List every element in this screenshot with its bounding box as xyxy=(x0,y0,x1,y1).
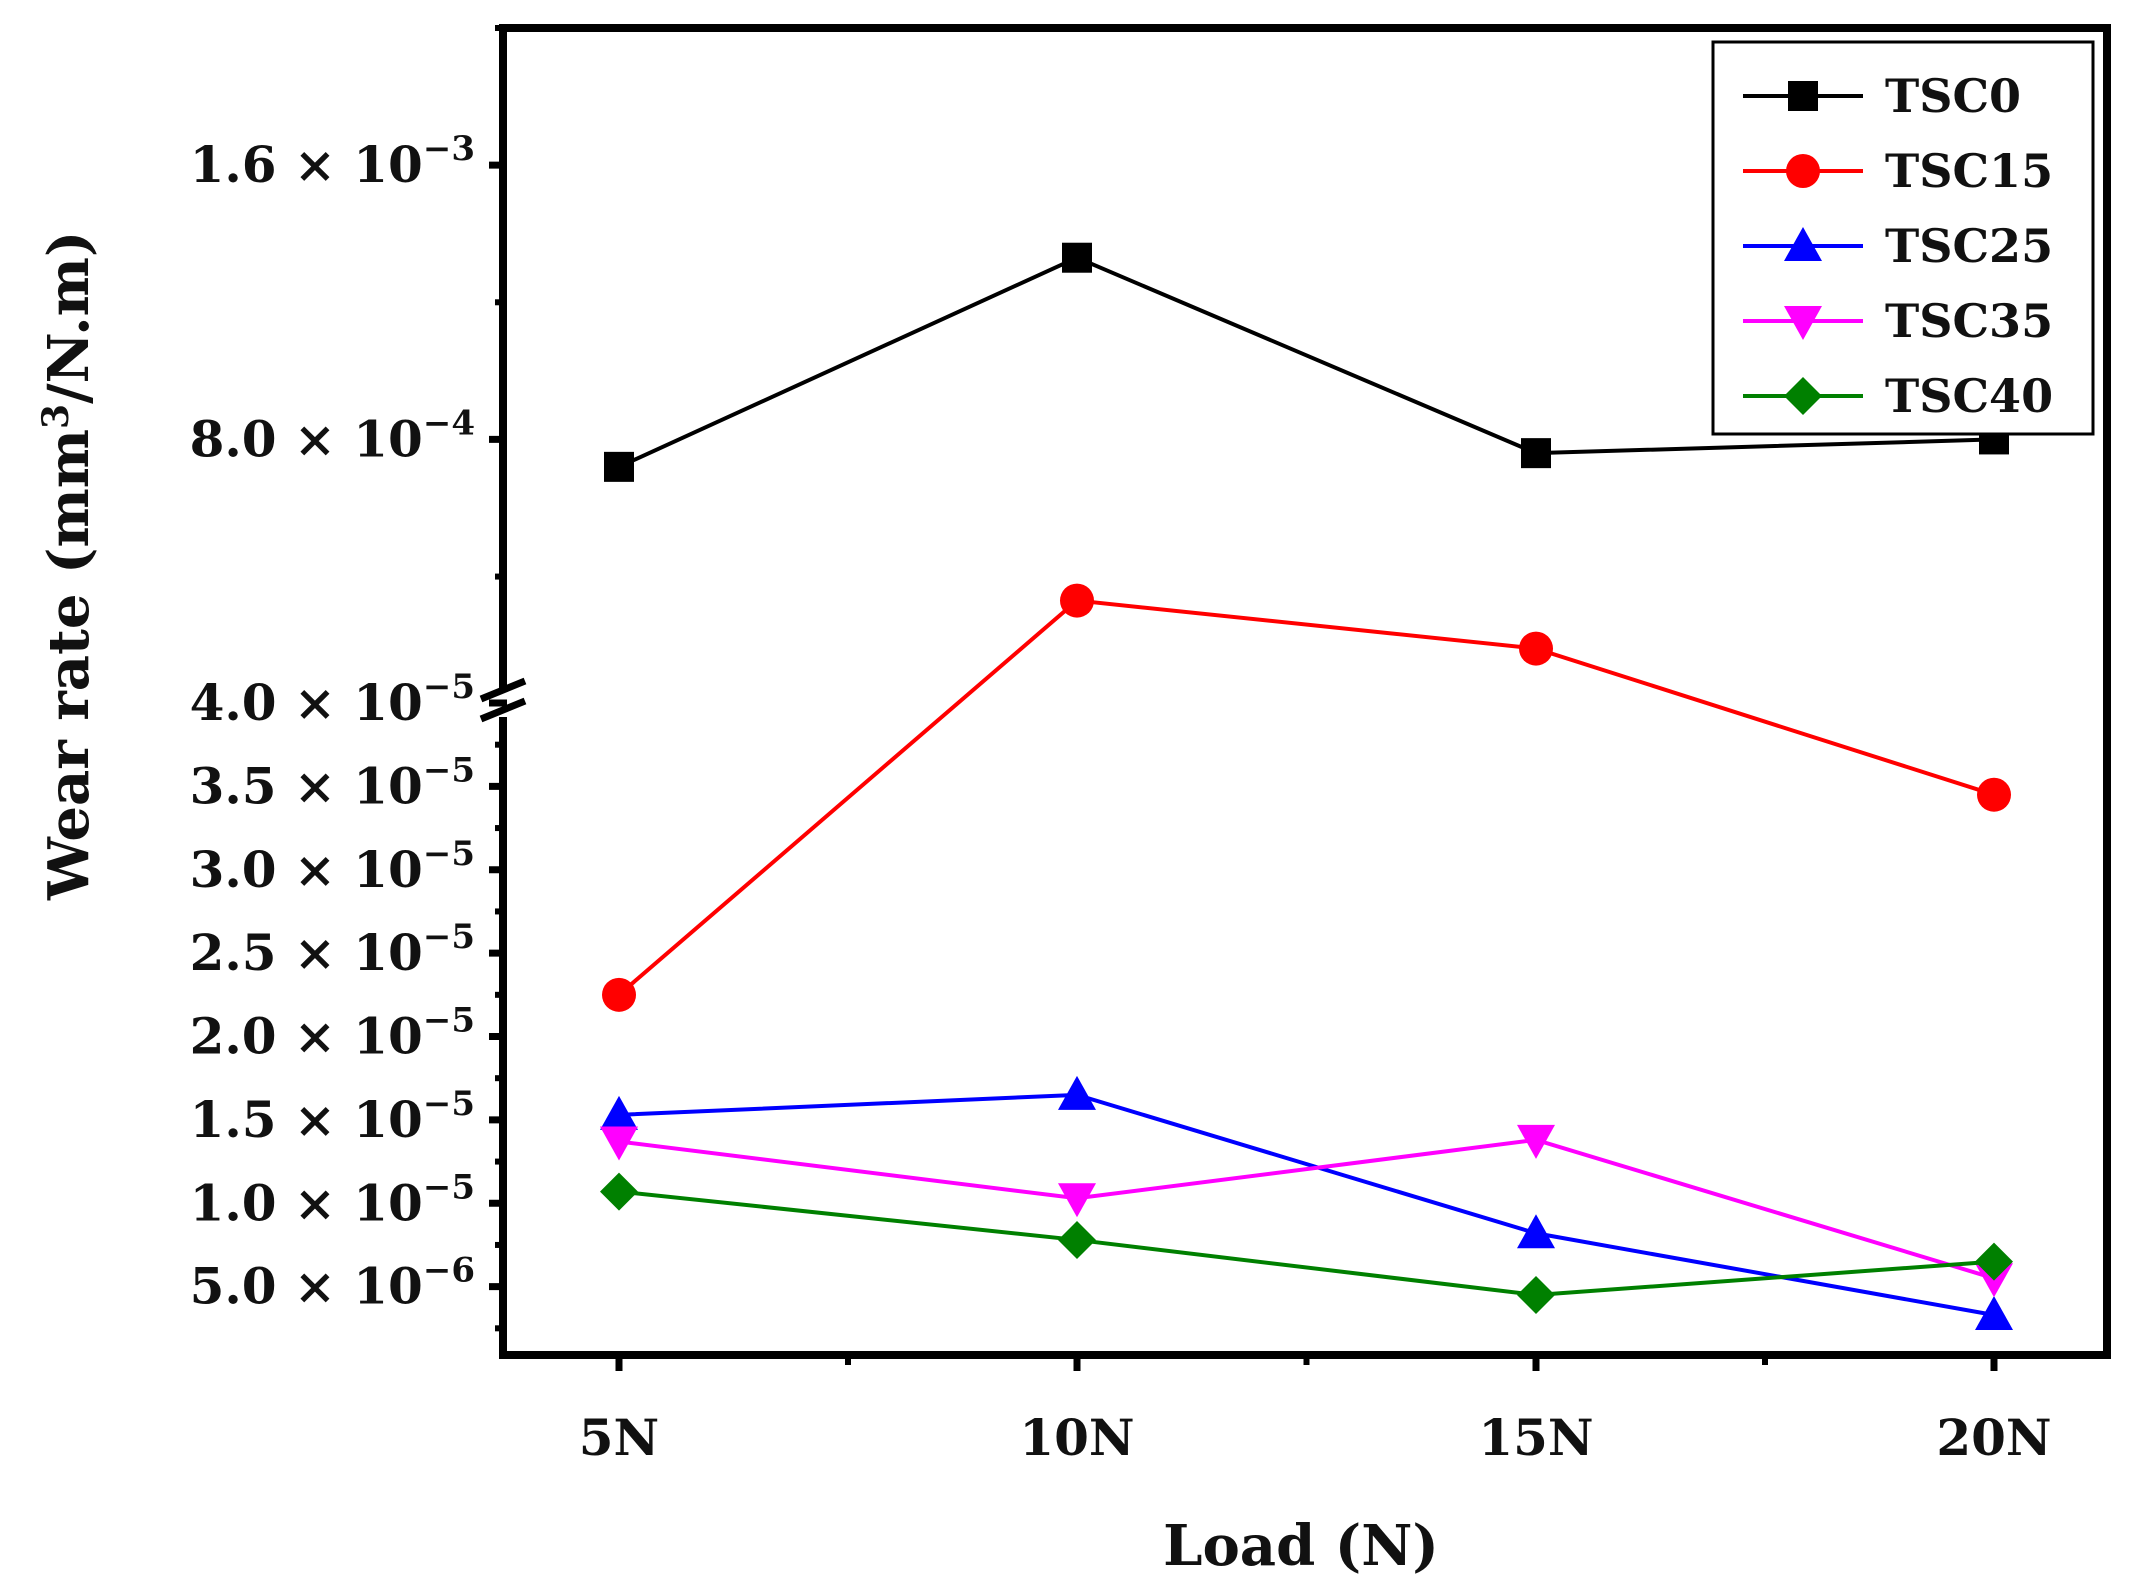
axis-break-mark-bottom xyxy=(479,697,527,723)
marker-diamond xyxy=(1058,1220,1096,1259)
y-axis-title: Wear rate (mm3/N.m) xyxy=(35,231,102,901)
y-tick-exponent: −5 xyxy=(423,750,475,790)
marker-square xyxy=(1521,438,1551,469)
marker-circle xyxy=(1977,777,2011,812)
y-tick-exponent: −6 xyxy=(423,1251,475,1291)
series-line-tsc25 xyxy=(618,1092,1995,1317)
x-tick-label: 5N xyxy=(579,1408,660,1467)
series-tsc40 xyxy=(600,1172,2013,1314)
y-tick-mantissa: 2.5 × 10 xyxy=(190,923,423,982)
marker-triangle-down xyxy=(600,1126,638,1161)
y-tick-label: 4.0 × 10−5 xyxy=(190,667,475,732)
y-tick-exponent: −5 xyxy=(423,667,475,707)
y-tick-exponent: −5 xyxy=(423,834,475,874)
series-line-tsc40 xyxy=(618,1189,1995,1297)
legend-entry-tsc35: TSC35 xyxy=(1743,294,2053,348)
legend-label: TSC25 xyxy=(1885,219,2053,273)
y-tick-label: 2.0 × 10−5 xyxy=(190,1001,475,1066)
x-axis-title: Load (N) xyxy=(1163,1513,1439,1579)
marker-diamond xyxy=(1975,1242,2013,1281)
y-tick-exponent: −5 xyxy=(423,917,475,957)
y-tick-label: 5.0 × 10−6 xyxy=(190,1251,475,1316)
legend-entry-tsc15: TSC15 xyxy=(1743,144,2053,198)
series-tsc15 xyxy=(602,583,2011,1012)
marker-diamond xyxy=(1517,1275,1555,1314)
y-tick-mantissa: 8.0 × 10 xyxy=(190,409,423,468)
y-tick-exponent: −5 xyxy=(423,1167,475,1207)
y-tick-exponent: −5 xyxy=(423,1084,475,1124)
x-tick-label: 20N xyxy=(1936,1408,2051,1467)
marker-square xyxy=(604,451,634,482)
y-tick-mantissa: 1.6 × 10 xyxy=(190,135,423,194)
y-tick-mantissa: 3.5 × 10 xyxy=(190,756,423,815)
series-line-tsc0 xyxy=(618,255,1995,469)
legend-label: TSC0 xyxy=(1885,69,2021,123)
series-line-tsc15 xyxy=(617,598,1995,997)
y-tick-exponent: −4 xyxy=(423,403,475,443)
y-tick-exponent: −5 xyxy=(423,1001,475,1041)
y-axis-title-main: Wear rate (mm xyxy=(36,429,102,901)
marker-triangle-down xyxy=(1517,1124,1555,1159)
y-tick-mantissa: 4.0 × 10 xyxy=(190,673,423,732)
series-tsc25 xyxy=(600,1075,2013,1330)
series-line-tsc35 xyxy=(618,1137,1995,1281)
marker-triangle-down xyxy=(1058,1183,1096,1218)
marker-square xyxy=(1062,242,1092,273)
marker-square xyxy=(1788,81,1818,111)
y-tick-label: 2.5 × 10−5 xyxy=(190,917,475,982)
legend-entry-tsc25: TSC25 xyxy=(1743,219,2053,273)
y-tick-mantissa: 3.0 × 10 xyxy=(190,840,423,899)
marker-triangle-up xyxy=(1784,227,1822,261)
marker-circle xyxy=(602,977,636,1012)
legend-entry-tsc0: TSC0 xyxy=(1743,69,2021,123)
x-tick-label: 10N xyxy=(1019,1408,1134,1467)
marker-circle xyxy=(1519,631,1553,666)
y-tick-exponent: −3 xyxy=(423,129,475,169)
axes: 5.0 × 10−61.0 × 10−51.5 × 10−52.0 × 10−5… xyxy=(190,24,2111,1467)
marker-triangle-down xyxy=(1784,306,1822,340)
marker-circle xyxy=(1786,154,1820,188)
marker-triangle-up xyxy=(600,1095,638,1130)
legend-label: TSC35 xyxy=(1885,294,2053,348)
y-tick-label: 1.5 × 10−5 xyxy=(190,1084,475,1149)
legend: TSC0 TSC15 TSC25 TSC35 TSC40 xyxy=(1711,40,2095,436)
legend-box xyxy=(1711,40,2095,436)
legend-label: TSC15 xyxy=(1885,144,2053,198)
x-tick-label: 15N xyxy=(1478,1408,1593,1467)
axis-labels: Load (N) Wear rate (mm3/N.m) xyxy=(35,231,1439,1579)
y-tick-mantissa: 5.0 × 10 xyxy=(190,1257,423,1316)
y-tick-mantissa: 1.5 × 10 xyxy=(190,1090,423,1149)
marker-triangle-up xyxy=(1975,1295,2013,1330)
y-axis-title-superscript: 3 xyxy=(35,404,77,429)
marker-diamond xyxy=(1784,377,1822,415)
y-tick-label: 1.0 × 10−5 xyxy=(190,1167,475,1232)
y-tick-label: 8.0 × 10−4 xyxy=(190,403,475,468)
y-tick-label: 3.0 × 10−5 xyxy=(190,834,475,899)
axis-break-mark-top xyxy=(479,677,527,703)
y-tick-label: 3.5 × 10−5 xyxy=(190,750,475,815)
legend-label: TSC40 xyxy=(1885,369,2053,423)
legend-entry-tsc40: TSC40 xyxy=(1743,369,2053,423)
y-tick-mantissa: 2.0 × 10 xyxy=(190,1007,423,1066)
y-tick-mantissa: 1.0 × 10 xyxy=(190,1173,423,1232)
marker-triangle-up xyxy=(1058,1075,1096,1110)
marker-diamond xyxy=(600,1172,638,1211)
y-axis-title-tail: /N.m) xyxy=(36,231,102,404)
y-tick-label: 1.6 × 10−3 xyxy=(190,129,475,194)
marker-circle xyxy=(1060,583,1094,618)
marker-triangle-up xyxy=(1517,1214,1555,1249)
